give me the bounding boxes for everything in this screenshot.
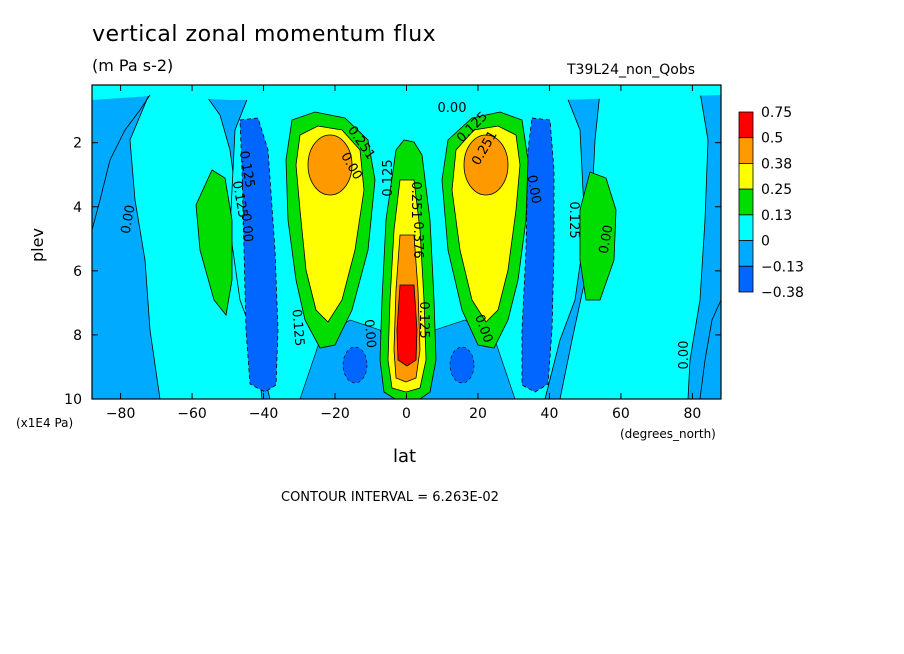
legend-label: 0.25	[761, 182, 792, 198]
contour-label: 0.125	[288, 309, 306, 347]
contour-label: 0.00	[597, 224, 617, 255]
legend-label: −0.13	[761, 259, 804, 275]
y-tick-label: 10	[64, 392, 82, 408]
contour-label: 0.125	[229, 180, 250, 219]
contour-label: 0.251	[408, 181, 423, 218]
band-top-neutral	[92, 85, 721, 104]
band-max-subtrop-nh	[463, 134, 509, 196]
band-pos-highlat-nh	[579, 171, 617, 301]
y-tick-label: 2	[73, 136, 82, 152]
contour-label: 0.00	[524, 174, 544, 205]
contour-label: 0.00	[119, 204, 139, 235]
band-min-sh	[239, 117, 279, 393]
legend-swatch	[738, 240, 754, 267]
x-axis-ticks: −80 −60 −40 −20 0 20 40 60 80	[106, 85, 701, 422]
band-lower-min-sh-core	[342, 346, 368, 384]
contour-label: 0.125	[236, 150, 257, 189]
contour-label: 0.125	[566, 201, 581, 238]
legend-swatch	[738, 163, 754, 190]
band-max-subtrop-sh	[307, 134, 353, 196]
y-axis-ticks: 2 4 6 8 10	[64, 136, 721, 408]
x-tick-label: 20	[469, 406, 487, 422]
contour-label: 0.125	[416, 301, 431, 338]
contour-interval: CONTOUR INTERVAL = 6.263E-02	[281, 490, 499, 505]
contour-zero-nh	[699, 299, 721, 399]
x-axis-units: (degrees_north)	[620, 427, 716, 441]
x-axis-label: lat	[393, 446, 417, 467]
x-tick-label: −20	[320, 406, 350, 422]
y-tick-label: 6	[73, 264, 82, 280]
x-tick-label: −80	[106, 406, 136, 422]
legend-label: −0.38	[761, 285, 804, 301]
x-tick-label: 60	[612, 406, 630, 422]
x-tick-label: 0	[402, 406, 411, 422]
run-id: T39L24_non_Qobs	[567, 62, 696, 78]
y-tick-label: 8	[73, 328, 82, 344]
band-min-nh	[521, 117, 555, 393]
chart-title: vertical zonal momentum flux	[92, 22, 437, 47]
contour-label: 0.376	[410, 221, 425, 258]
y-tick-label: 4	[73, 200, 82, 216]
x-tick-label: 40	[541, 406, 559, 422]
legend-label: 0.5	[761, 131, 783, 147]
contour-label: 0.125	[381, 159, 396, 196]
legend-label: 0.13	[761, 208, 792, 224]
contour-label: 0.00	[238, 213, 255, 243]
x-tick-label: −40	[249, 406, 279, 422]
y-axis-units: (x1E4 Pa)	[16, 416, 74, 430]
legend-label: 0	[761, 234, 770, 250]
band-pos-highlat-sh	[195, 169, 233, 316]
legend-swatch	[738, 137, 754, 164]
band-lower-min-nh-core	[449, 346, 475, 384]
color-legend: 0.75 0.5 0.38 0.25 0.13 0 −0.13 −0.38	[738, 105, 804, 301]
legend-label: 0.38	[761, 156, 792, 172]
contour-label: 0.00	[361, 319, 378, 349]
legend-swatch	[738, 111, 754, 139]
chart-units: (m Pa s-2)	[92, 56, 174, 75]
contour-zero-sh	[92, 94, 151, 231]
contour-label: 0.00	[438, 101, 467, 116]
legend-label: 0.75	[761, 105, 792, 121]
band-max-equator	[396, 284, 418, 367]
plot-area	[92, 85, 721, 399]
legend-swatch	[738, 265, 754, 293]
x-tick-label: −60	[177, 406, 207, 422]
legend-swatch	[738, 214, 754, 241]
contour-label: 0.00	[677, 341, 692, 370]
x-tick-label: 80	[683, 406, 701, 422]
legend-swatch	[738, 188, 754, 216]
